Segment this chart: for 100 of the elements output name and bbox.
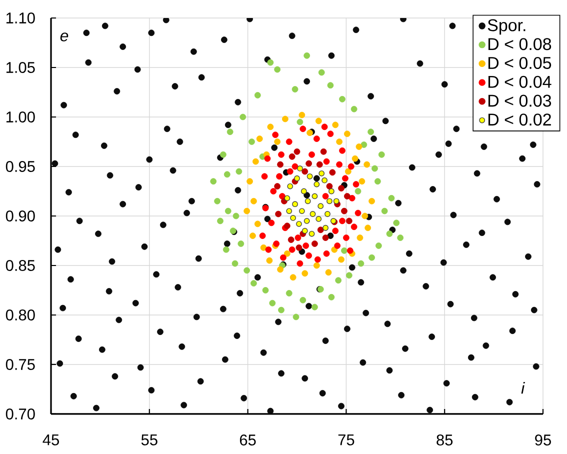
point — [292, 201, 298, 208]
point — [386, 230, 393, 238]
point — [286, 138, 292, 145]
point — [272, 132, 279, 138]
point — [250, 280, 257, 287]
point — [306, 160, 312, 167]
point — [284, 195, 290, 202]
point — [254, 220, 261, 228]
point — [224, 208, 232, 214]
point — [298, 208, 305, 214]
point — [226, 128, 234, 136]
point — [312, 193, 318, 200]
point — [310, 211, 316, 217]
point — [314, 181, 320, 188]
point — [344, 130, 350, 138]
y-tick-label: 0.95 — [6, 161, 35, 172]
point — [274, 183, 281, 190]
x-tick-label: 65 — [240, 434, 256, 446]
point — [296, 118, 304, 126]
point — [252, 158, 259, 165]
point — [327, 82, 334, 89]
point — [267, 124, 274, 130]
point — [304, 52, 310, 59]
point — [274, 66, 281, 73]
legend-label: D < 0.05 — [488, 56, 552, 70]
point — [341, 208, 348, 214]
point — [342, 175, 348, 182]
point — [336, 161, 343, 168]
point — [358, 178, 366, 185]
point — [302, 228, 308, 234]
point — [343, 234, 350, 241]
point — [284, 250, 290, 257]
point — [276, 173, 282, 180]
point — [300, 188, 307, 194]
legend-label: Spor. — [488, 19, 526, 35]
point — [238, 240, 244, 247]
point — [350, 224, 358, 230]
point — [264, 155, 271, 162]
y-tick-label: 0.70 — [6, 408, 35, 420]
y-tick-label: 1.05 — [6, 62, 35, 73]
point — [244, 208, 250, 214]
point — [220, 151, 226, 158]
point — [222, 246, 230, 253]
point — [278, 151, 284, 158]
point — [333, 198, 340, 204]
point — [290, 274, 296, 281]
point — [254, 92, 261, 98]
y-tick-label: 1.00 — [6, 112, 35, 122]
point — [354, 210, 362, 216]
point — [280, 254, 286, 261]
point — [332, 122, 339, 128]
point — [236, 168, 242, 175]
point — [322, 234, 329, 241]
point — [346, 272, 352, 279]
point — [356, 234, 364, 241]
point — [292, 86, 298, 92]
point — [341, 247, 348, 254]
legend-label: D < 0.02 — [488, 114, 551, 126]
y-tick-label: 1.10 — [6, 12, 35, 24]
point — [292, 163, 298, 170]
point — [277, 161, 284, 168]
point — [240, 114, 246, 120]
point — [329, 169, 336, 176]
point — [270, 188, 277, 194]
point — [286, 168, 294, 175]
point — [313, 262, 320, 269]
point — [232, 260, 238, 267]
point — [346, 218, 352, 224]
point — [302, 270, 308, 277]
point — [244, 267, 250, 274]
point — [324, 211, 330, 217]
point — [300, 296, 306, 304]
point — [282, 116, 288, 122]
point — [397, 234, 404, 241]
point — [210, 178, 217, 185]
point — [261, 173, 268, 180]
point — [312, 240, 318, 247]
point — [232, 212, 240, 220]
point — [374, 178, 381, 185]
point — [388, 194, 395, 202]
point — [312, 304, 318, 310]
x-tick-label: 85 — [436, 434, 453, 446]
point — [304, 218, 310, 224]
point — [338, 256, 344, 263]
point — [314, 256, 321, 263]
point — [318, 170, 325, 176]
point — [344, 168, 352, 175]
point — [294, 148, 300, 155]
point — [364, 161, 370, 168]
point — [275, 210, 282, 218]
point — [298, 112, 306, 118]
point — [378, 151, 385, 158]
point — [268, 220, 275, 226]
point — [322, 177, 328, 184]
point — [296, 260, 304, 267]
point — [246, 178, 253, 185]
point — [362, 212, 368, 220]
point — [288, 246, 296, 253]
point — [318, 69, 325, 76]
point — [308, 230, 315, 237]
